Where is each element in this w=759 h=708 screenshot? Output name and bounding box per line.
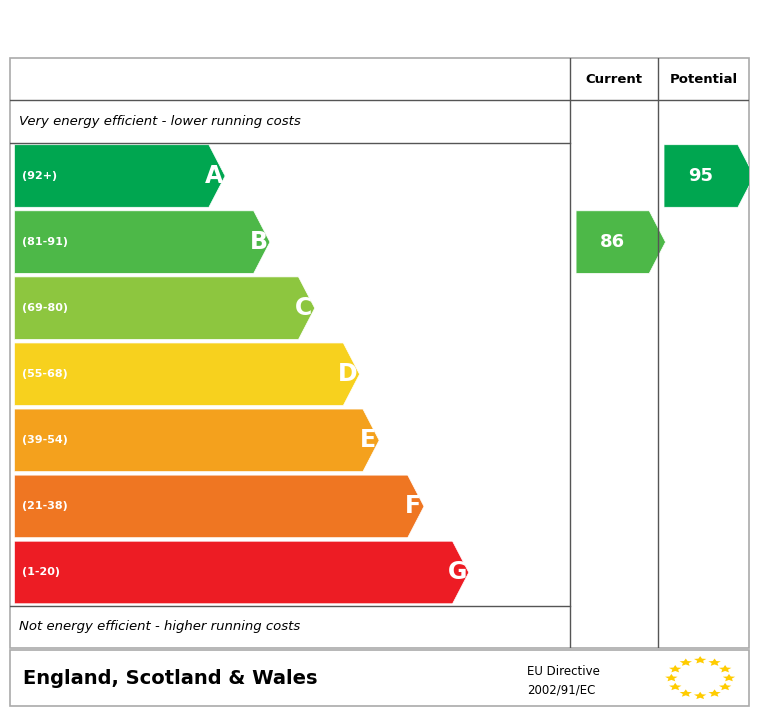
Text: 86: 86 [600, 233, 625, 251]
Polygon shape [694, 692, 707, 699]
Polygon shape [14, 409, 380, 472]
Text: Energy Efficiency Rating: Energy Efficiency Rating [29, 15, 430, 43]
Text: (92+): (92+) [22, 171, 57, 181]
Polygon shape [708, 690, 721, 697]
Text: E: E [360, 428, 376, 452]
Text: EU Directive: EU Directive [528, 665, 600, 678]
Polygon shape [708, 658, 721, 666]
Text: (81-91): (81-91) [22, 237, 68, 247]
Polygon shape [679, 690, 692, 697]
Text: 2002/91/EC: 2002/91/EC [528, 684, 596, 697]
Text: A: A [205, 164, 223, 188]
Polygon shape [576, 211, 666, 273]
Polygon shape [719, 665, 732, 673]
Text: G: G [448, 561, 467, 585]
Text: C: C [294, 296, 312, 320]
Text: England, Scotland & Wales: England, Scotland & Wales [24, 668, 318, 687]
Text: Very energy efficient - lower running costs: Very energy efficient - lower running co… [19, 115, 301, 128]
Polygon shape [14, 144, 225, 207]
Text: (1-20): (1-20) [22, 568, 60, 578]
Polygon shape [665, 674, 678, 681]
Polygon shape [679, 658, 692, 666]
Text: Not energy efficient - higher running costs: Not energy efficient - higher running co… [19, 620, 300, 633]
Text: (21-38): (21-38) [22, 501, 68, 511]
Text: B: B [250, 230, 268, 254]
Polygon shape [723, 674, 735, 681]
Text: F: F [405, 494, 420, 518]
Text: D: D [339, 362, 358, 387]
Polygon shape [719, 683, 732, 690]
Polygon shape [14, 475, 424, 537]
Text: (55-68): (55-68) [22, 370, 68, 379]
Text: (39-54): (39-54) [22, 435, 68, 445]
Text: (69-80): (69-80) [22, 303, 68, 313]
Polygon shape [669, 683, 682, 690]
Text: Current: Current [586, 73, 643, 86]
Polygon shape [14, 277, 315, 339]
Text: Potential: Potential [669, 73, 738, 86]
Polygon shape [694, 656, 707, 663]
Polygon shape [14, 343, 360, 406]
Polygon shape [14, 541, 469, 604]
Polygon shape [669, 665, 682, 673]
Text: 95: 95 [688, 167, 713, 185]
Polygon shape [14, 211, 270, 273]
Polygon shape [664, 144, 754, 207]
